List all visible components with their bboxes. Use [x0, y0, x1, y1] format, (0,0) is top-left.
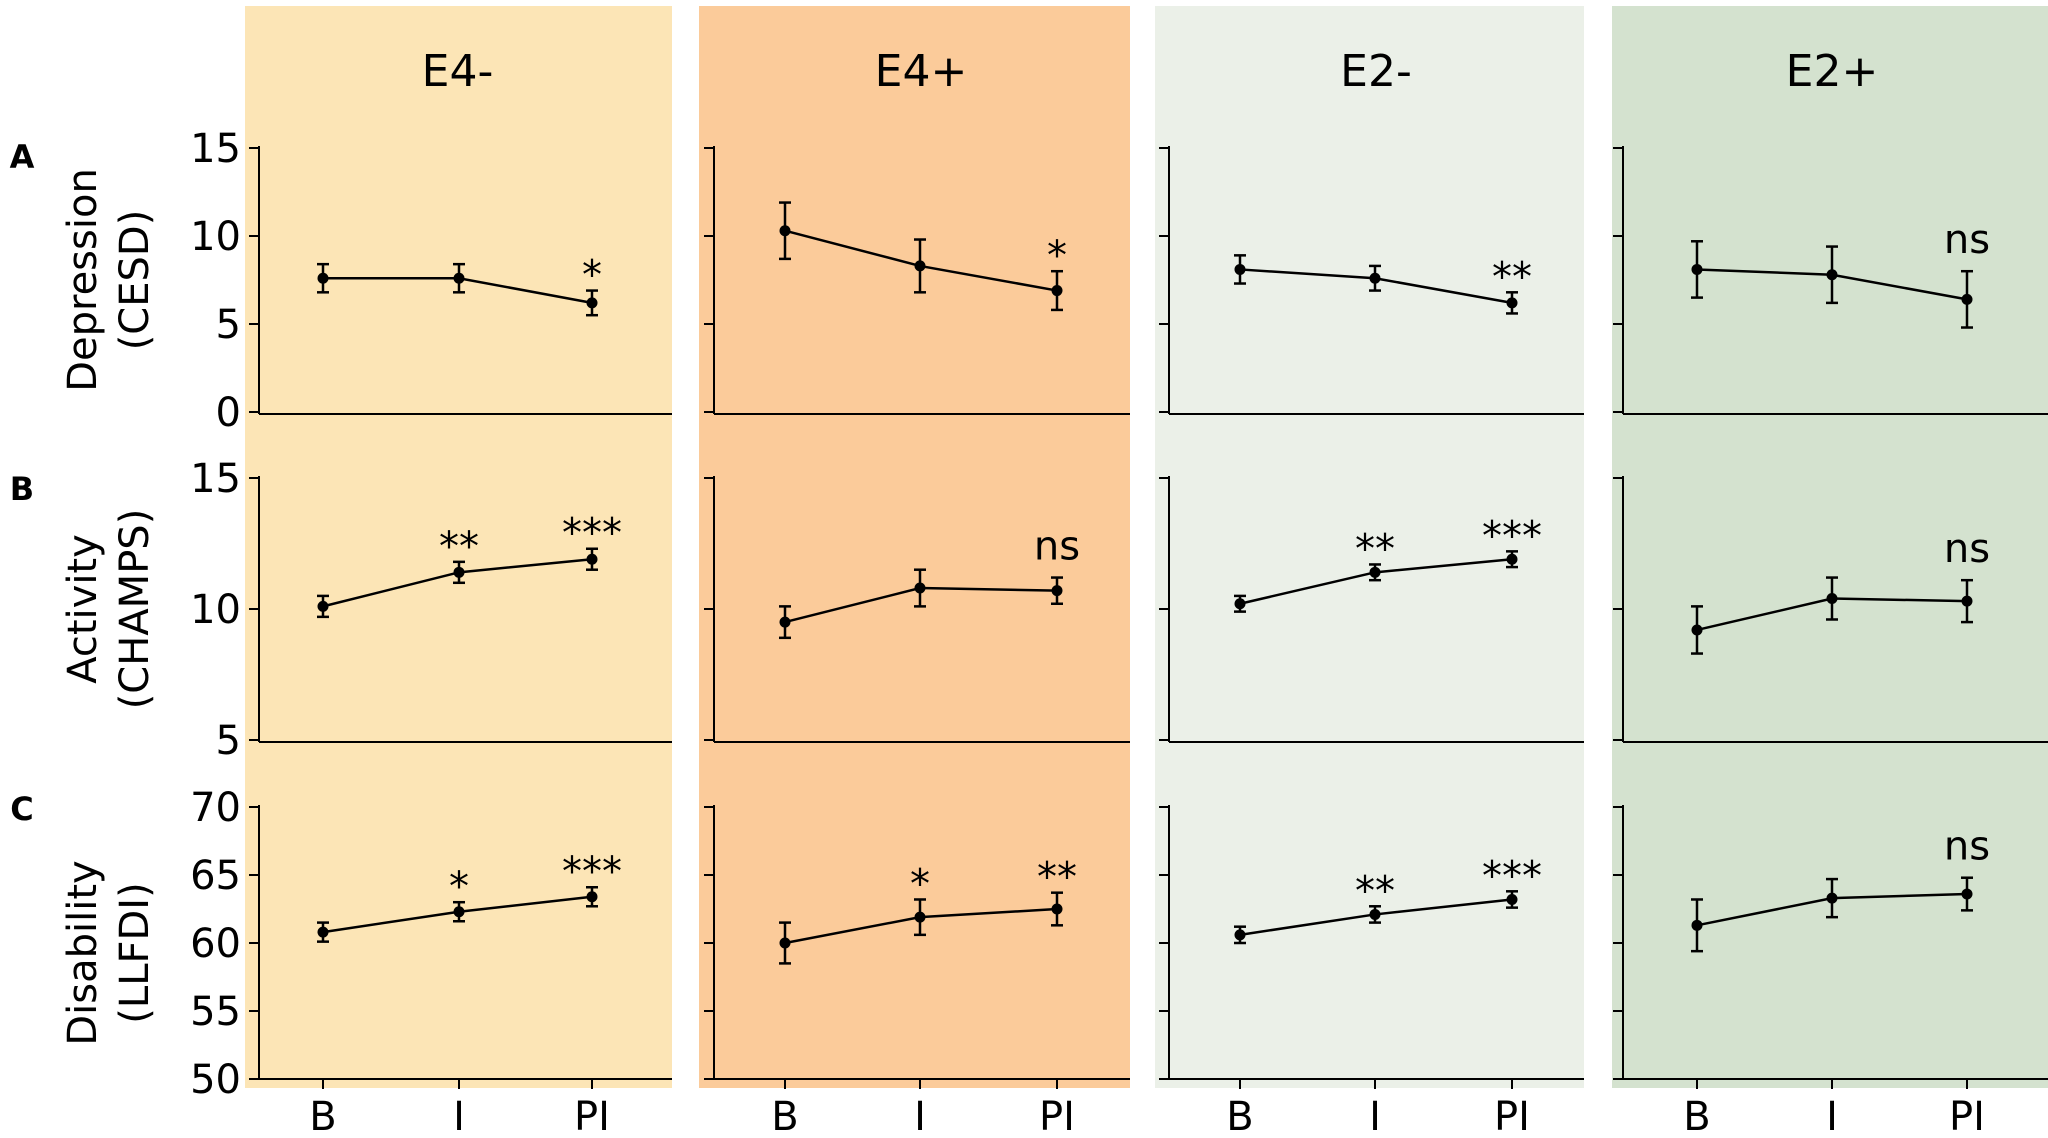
- significance-label: **: [1355, 526, 1395, 572]
- row-letter: C: [10, 790, 33, 828]
- x-tick-label: I: [914, 1094, 926, 1138]
- data-point: [1506, 297, 1518, 309]
- significance-label: **: [1492, 254, 1532, 300]
- data-point: [914, 911, 926, 923]
- data-point: [1234, 929, 1246, 941]
- y-tick-label: 55: [190, 989, 241, 1035]
- column-title: E4+: [875, 46, 968, 97]
- data-point: [914, 260, 926, 272]
- x-tick-label: I: [453, 1094, 465, 1138]
- x-tick-label: I: [1826, 1094, 1838, 1138]
- data-point: [1506, 553, 1518, 565]
- significance-label: **: [1355, 868, 1395, 914]
- data-point: [1369, 272, 1381, 284]
- x-tick-label: I: [1369, 1094, 1381, 1138]
- data-point: [779, 225, 791, 237]
- y-tick-label: 10: [190, 587, 241, 633]
- x-tick-label: PI: [574, 1094, 610, 1138]
- y-axis-title: Activity (CHAMPS): [60, 509, 158, 710]
- data-point: [779, 616, 791, 628]
- data-point: [1369, 908, 1381, 920]
- y-tick-label: 15: [190, 126, 241, 172]
- row-letter: B: [10, 470, 34, 508]
- data-point: [1234, 598, 1246, 610]
- x-tick-label: B: [1683, 1094, 1710, 1138]
- data-point: [586, 297, 598, 309]
- data-point: [1051, 585, 1063, 597]
- data-point: [453, 566, 465, 578]
- data-point: [1234, 263, 1246, 275]
- data-point: [914, 582, 926, 594]
- x-tick-label: PI: [1949, 1094, 1985, 1138]
- axes: [249, 146, 2048, 1089]
- significance-label: **: [1037, 855, 1077, 901]
- data-point: [1961, 888, 1973, 900]
- significance-label: ***: [1482, 853, 1542, 899]
- x-tick-label: PI: [1039, 1094, 1075, 1138]
- y-tick-label: 5: [216, 718, 241, 764]
- significance-label: *: [910, 861, 930, 907]
- x-tick-label: B: [309, 1094, 336, 1138]
- data-point: [1691, 919, 1703, 931]
- significance-label: ns: [1034, 524, 1080, 570]
- data-point: [1826, 269, 1838, 281]
- y-tick-label: 5: [216, 302, 241, 348]
- y-tick-label: 0: [216, 390, 241, 436]
- data-point: [1506, 893, 1518, 905]
- column-title: E4-: [422, 46, 494, 97]
- column-title: E2-: [1340, 46, 1412, 97]
- y-axis-title: Disability (LLFDI): [60, 860, 158, 1045]
- y-tick-label: 15: [190, 456, 241, 502]
- y-tick-label: 50: [190, 1057, 241, 1103]
- row-letter: A: [10, 138, 35, 176]
- x-tick-label: PI: [1494, 1094, 1530, 1138]
- y-axis-title-line1: Depression: [60, 168, 106, 392]
- significance-label: ***: [562, 511, 622, 557]
- data-point: [1826, 892, 1838, 904]
- data-point: [1691, 263, 1703, 275]
- significance-label: *: [449, 864, 469, 910]
- x-tick-label: B: [1226, 1094, 1253, 1138]
- x-tick-label: B: [771, 1094, 798, 1138]
- y-axis-title-line2: (CESD): [112, 210, 158, 351]
- significance-label: **: [439, 524, 479, 570]
- y-tick-label: 65: [190, 853, 241, 899]
- data-point: [586, 891, 598, 903]
- data-point: [1961, 293, 1973, 305]
- data-point: [317, 600, 329, 612]
- data-point: [779, 937, 791, 949]
- significance-label: *: [1047, 233, 1067, 279]
- y-tick-label: 70: [190, 785, 241, 831]
- significance-label: ns: [1944, 526, 1990, 572]
- data-point: [1691, 624, 1703, 636]
- significance-label: ***: [562, 849, 622, 895]
- y-tick-label: 10: [190, 214, 241, 260]
- data-point: [1369, 566, 1381, 578]
- y-axis-title: Depression (CESD): [60, 168, 158, 392]
- data-point: [453, 272, 465, 284]
- data-point: [453, 906, 465, 918]
- y-axis-title-line1: Activity: [60, 534, 106, 684]
- data-point: [1051, 903, 1063, 915]
- data-point: [317, 272, 329, 284]
- significance-label: *: [582, 253, 602, 299]
- y-axis-title-line2: (CHAMPS): [112, 509, 158, 710]
- y-axis-title-line1: Disability: [60, 860, 106, 1045]
- data-point: [1826, 593, 1838, 605]
- significance-label: ns: [1944, 217, 1990, 263]
- significance-label: ns: [1944, 824, 1990, 870]
- panel-background-4: [1612, 6, 2048, 1088]
- data-point: [586, 553, 598, 565]
- panel-backgrounds: [245, 6, 2048, 1088]
- significance-label: ***: [1482, 513, 1542, 559]
- data-marks: [317, 201, 1973, 965]
- column-title: E2+: [1786, 46, 1879, 97]
- data-point: [317, 926, 329, 938]
- data-point: [1961, 595, 1973, 607]
- y-tick-label: 60: [190, 921, 241, 967]
- y-axis-title-line2: (LLFDI): [112, 882, 158, 1023]
- data-point: [1051, 285, 1063, 297]
